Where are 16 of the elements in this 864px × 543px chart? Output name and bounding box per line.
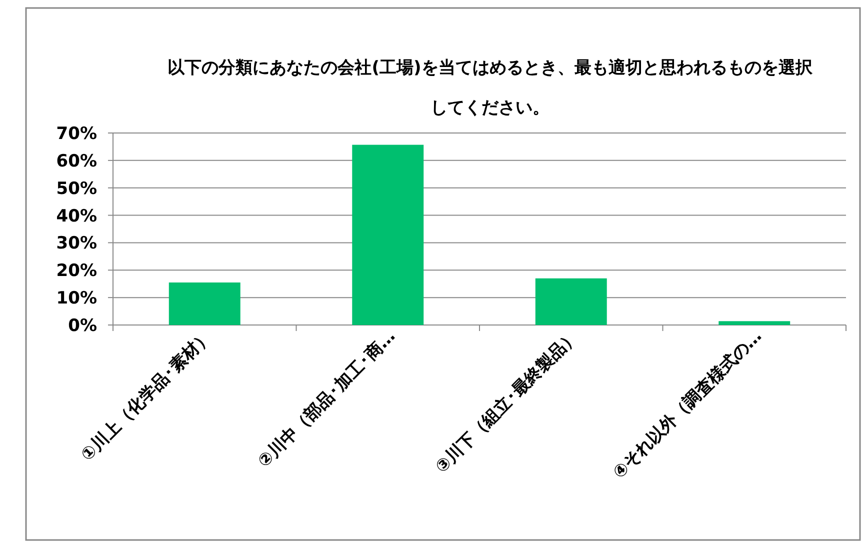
y-tick-label: 10% — [56, 288, 97, 309]
y-tick-label: 0% — [68, 316, 97, 336]
bar — [718, 321, 790, 325]
bar — [352, 144, 424, 325]
chart-title: 以下の分類にあなたの会社(工場)を当てはめるとき、最も適切と思われるものを選択してください。 — [166, 57, 814, 120]
y-tick-label: 40% — [56, 206, 97, 226]
y-tick-label: 20% — [56, 261, 97, 282]
y-tick-label: 60% — [56, 151, 97, 172]
bar — [535, 278, 607, 325]
x-tick-label: ②川中（部品･加工･商… — [254, 326, 400, 472]
y-tick-label: 30% — [56, 234, 97, 254]
bar — [168, 282, 240, 325]
x-tick-label: ④それ以外（調査様式の… — [609, 326, 766, 483]
y-tick-label: 70% — [56, 124, 97, 144]
y-tick-label: 50% — [56, 178, 97, 199]
x-tick-label: ③川下（組立･最終製品） — [432, 326, 583, 478]
